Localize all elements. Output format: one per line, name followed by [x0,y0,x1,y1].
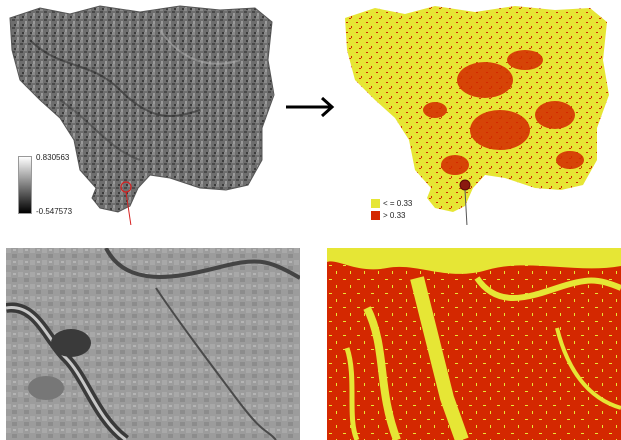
classification-legend: < = 0.33 > 0.33 [371,197,412,221]
classified-detail-image [327,248,621,440]
legend-swatch-high [371,210,380,220]
grayscale-region-map [9,5,275,225]
classified-region-map [345,6,609,225]
legend-max-label: 0.830563 [36,153,70,162]
grayscale-detail-image [6,248,300,440]
legend-swatch-low [371,198,380,208]
legend-item-high: > 0.33 [371,209,412,221]
grayscale-ramp [18,156,32,214]
leader-line-left [125,191,132,225]
legend-item-low: < = 0.33 [371,197,412,209]
leader-line-right [464,189,468,225]
legend-label-high: > 0.33 [383,210,406,220]
grayscale-legend: 0.830563 -0.547573 [18,150,78,220]
legend-min-label: -0.547573 [36,207,73,216]
right-arrow-icon [286,96,335,118]
zoom-marker-right [459,179,471,191]
legend-label-low: < = 0.33 [383,198,413,208]
